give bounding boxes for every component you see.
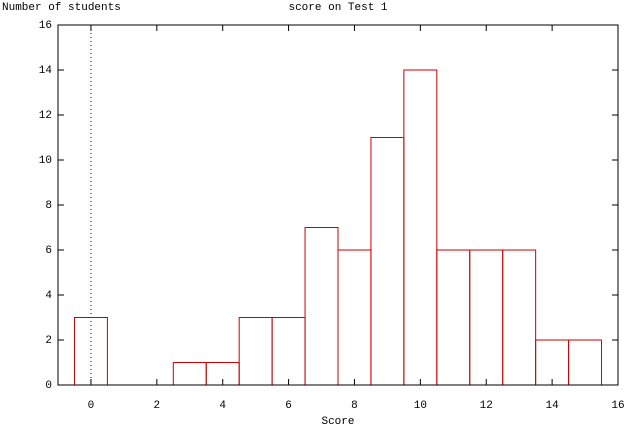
chart-title: score on Test 1: [288, 2, 387, 14]
x-tick-label: 2: [154, 400, 161, 412]
bar: [568, 339, 603, 386]
y-tick-label: 14: [39, 65, 53, 77]
y-tick-label: 4: [45, 290, 52, 302]
x-tick-label: 16: [611, 400, 624, 412]
bar: [535, 339, 570, 386]
x-tick-label: 8: [351, 400, 358, 412]
x-tick-label: 12: [480, 400, 493, 412]
bar: [370, 137, 405, 386]
x-tick-label: 4: [219, 400, 226, 412]
bar: [172, 362, 207, 386]
x-tick-label: 10: [414, 400, 427, 412]
y-tick-label: 8: [45, 200, 52, 212]
bar: [271, 317, 306, 386]
x-tick-label: 0: [88, 400, 95, 412]
x-tick-label: 6: [285, 400, 292, 412]
x-tick-label: 14: [546, 400, 560, 412]
bar: [469, 249, 504, 386]
y-axis-label: Number of students: [2, 2, 121, 14]
bar: [337, 249, 372, 386]
bar: [436, 249, 471, 386]
y-tick-label: 12: [39, 110, 52, 122]
bar: [502, 249, 537, 386]
y-tick-label: 0: [45, 380, 52, 392]
x-axis-label: Score: [321, 416, 354, 428]
y-tick-label: 10: [39, 155, 52, 167]
bar: [304, 227, 339, 386]
bar: [403, 69, 438, 386]
bar: [238, 317, 273, 386]
y-tick-label: 16: [39, 20, 52, 32]
plot-frame: [57, 24, 619, 386]
y-tick-label: 6: [45, 245, 52, 257]
y-tick-label: 2: [45, 335, 52, 347]
bar: [73, 317, 108, 386]
